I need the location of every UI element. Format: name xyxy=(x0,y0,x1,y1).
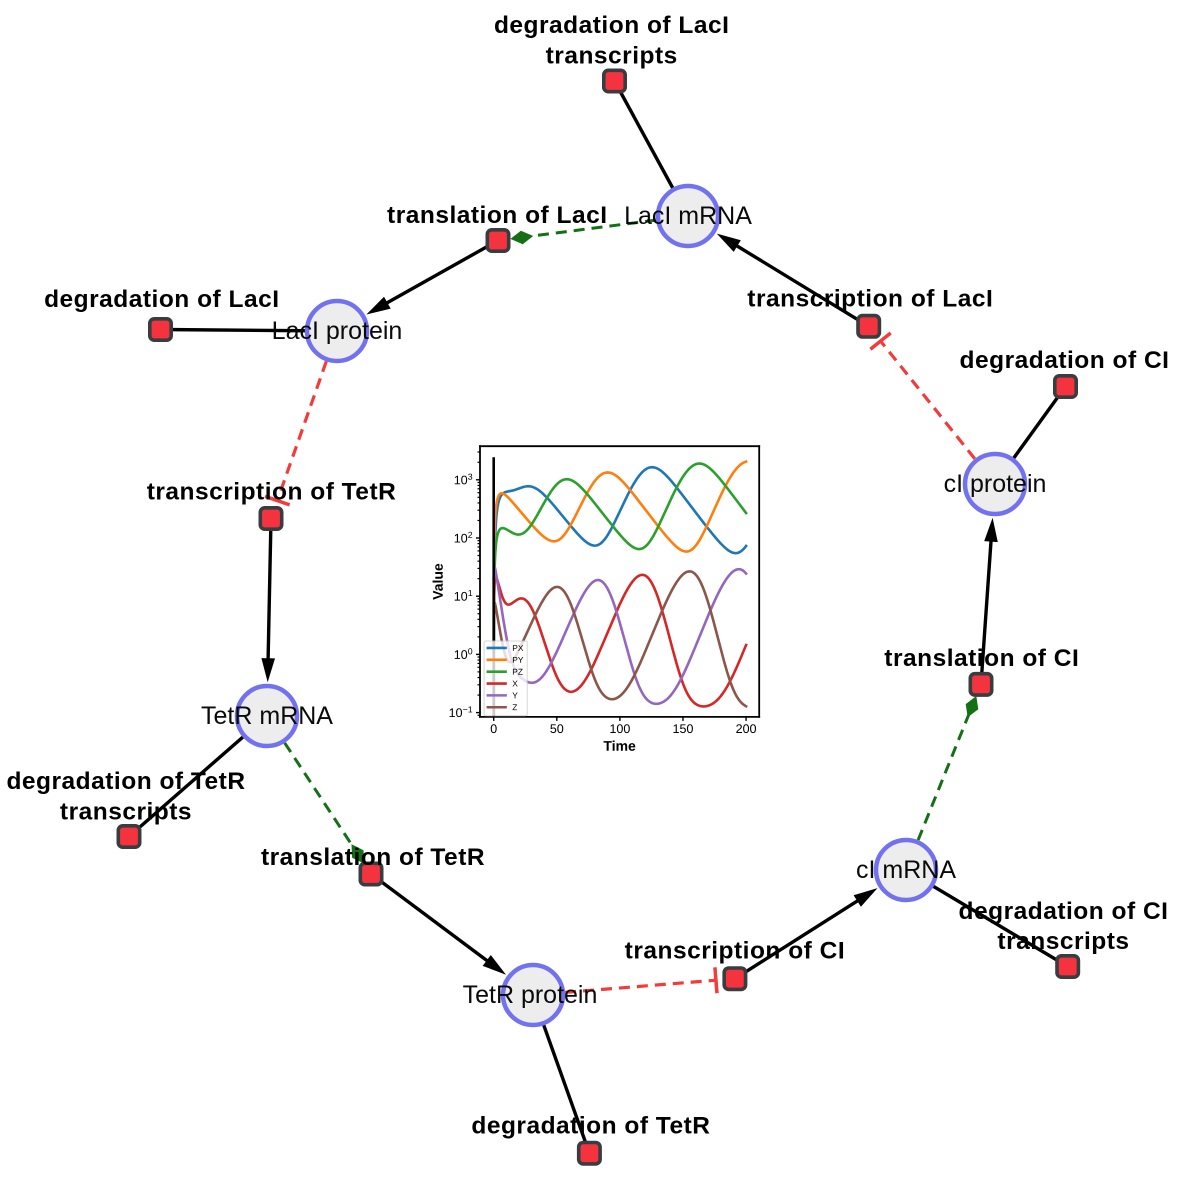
svg-text:transcripts: transcripts xyxy=(60,799,192,826)
svg-text:degradation of TetR: degradation of TetR xyxy=(471,1113,710,1140)
svg-text:cI mRNA: cI mRNA xyxy=(856,856,956,884)
svg-text:transcripts: transcripts xyxy=(546,42,678,69)
svg-text:translation of CI: translation of CI xyxy=(884,645,1079,672)
svg-text:transcription of TetR: transcription of TetR xyxy=(147,479,397,506)
svg-text:degradation of LacI: degradation of LacI xyxy=(44,286,279,313)
svg-text:degradation of CI: degradation of CI xyxy=(959,898,1169,925)
svg-text:LacI protein: LacI protein xyxy=(272,317,403,345)
svg-text:degradation of TetR: degradation of TetR xyxy=(6,768,245,795)
svg-text:translation of LacI: translation of LacI xyxy=(387,202,608,229)
svg-text:TetR protein: TetR protein xyxy=(463,981,598,1009)
svg-text:TetR mRNA: TetR mRNA xyxy=(201,702,333,730)
svg-text:transcription of LacI: transcription of LacI xyxy=(747,286,993,313)
svg-text:transcripts: transcripts xyxy=(997,928,1129,955)
svg-text:LacI mRNA: LacI mRNA xyxy=(624,202,752,230)
svg-text:degradation of CI: degradation of CI xyxy=(960,347,1170,374)
svg-text:translation of TetR: translation of TetR xyxy=(261,844,485,871)
svg-text:degradation of LacI: degradation of LacI xyxy=(494,12,729,39)
svg-text:cI protein: cI protein xyxy=(944,470,1047,498)
svg-text:transcription of CI: transcription of CI xyxy=(625,938,845,965)
